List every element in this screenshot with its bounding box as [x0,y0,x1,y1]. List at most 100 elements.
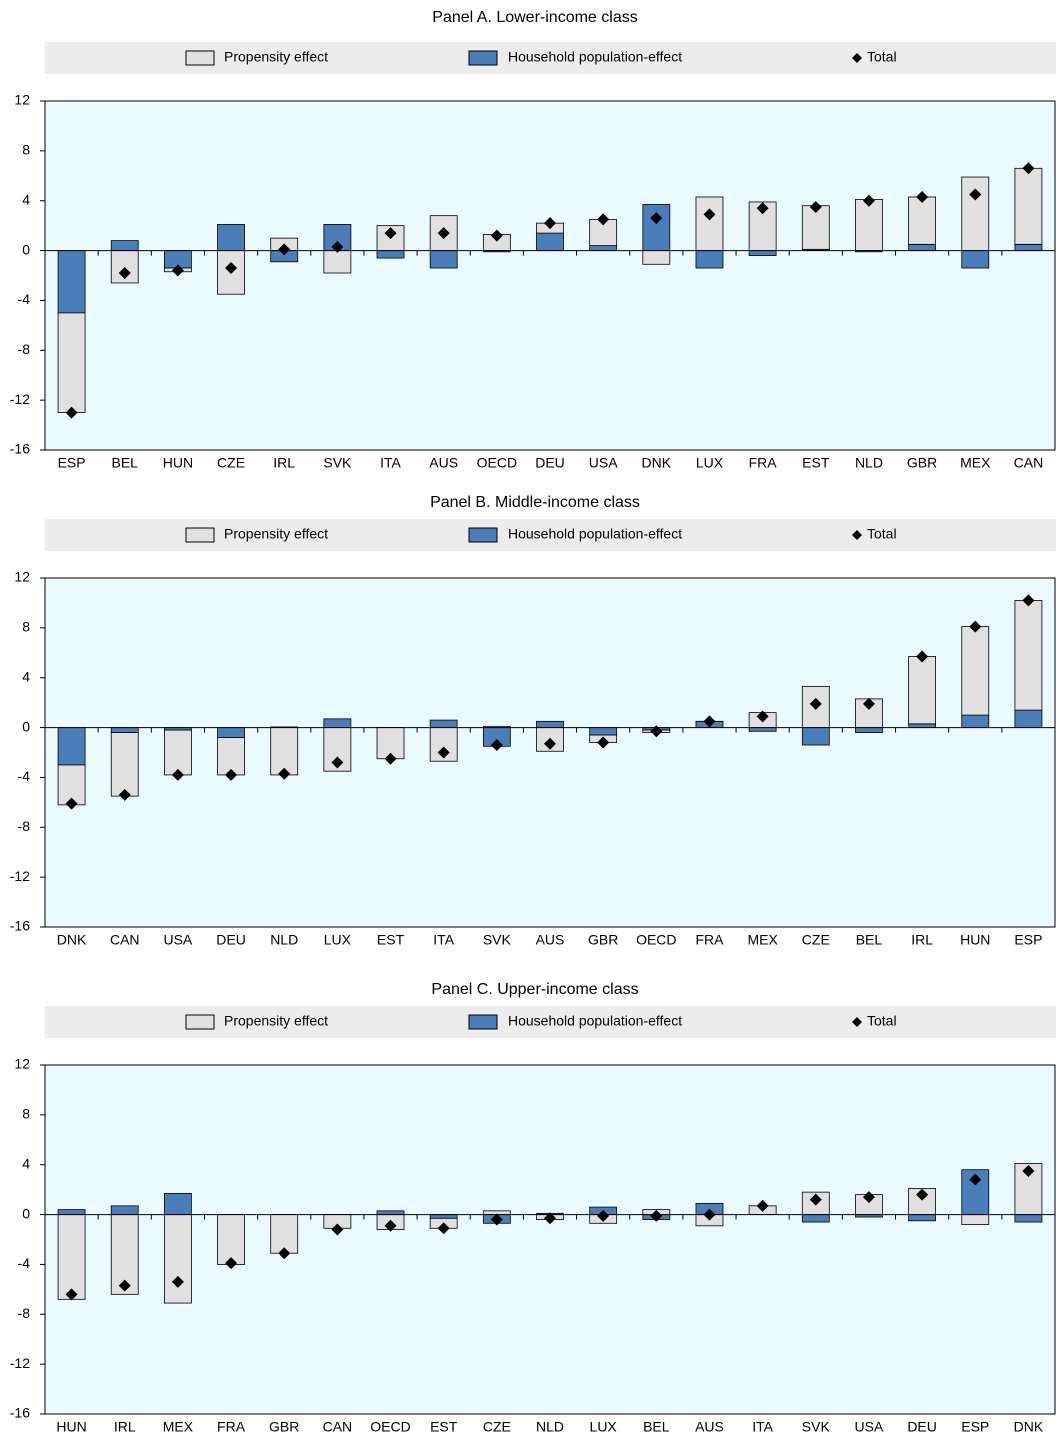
y-tick-label: 4 [22,1155,30,1171]
bar-segment [1014,600,1043,711]
total-marker [384,227,397,240]
bar-segment [748,727,777,732]
y-tick-label: -16 [10,918,30,934]
total-marker [544,1212,556,1225]
bar-segment [163,1192,192,1215]
total-marker [171,768,184,781]
x-tick-label: LUX [696,455,724,471]
bar-segment [110,240,139,251]
total-marker [384,1219,397,1232]
bar-segment [695,250,724,269]
bar-segment [536,720,564,728]
total-marker [809,697,822,710]
bar-segment [376,250,405,259]
total-marker [1022,594,1035,607]
total-marker [331,756,344,769]
legend-label: Propensity effect [224,526,328,542]
x-tick-label: SVK [483,932,512,948]
total-marker [703,715,716,728]
y-tick-label: -4 [18,1255,31,1271]
y-tick-label: -12 [10,868,30,884]
total-marker [597,1209,610,1222]
total-marker [437,1222,450,1235]
bar-segment [1014,1214,1043,1223]
legend-swatch [185,50,215,66]
x-tick-label: CAN [110,932,140,948]
total-marker [65,797,78,810]
legend-marker [852,53,862,63]
total-marker [1022,1164,1035,1177]
total-marker [118,788,131,801]
x-tick-label: AUS [429,455,458,471]
bar-segment [110,727,139,733]
bar-segment [429,1214,458,1219]
x-tick-label: AUS [536,932,565,948]
bar-segment [961,714,990,728]
legend-swatch [185,1014,215,1030]
total-marker [916,190,929,203]
bar-segment [110,1205,139,1215]
total-marker [490,229,503,242]
y-tick-label: -16 [10,1405,30,1421]
total-marker [756,202,769,215]
x-tick-label: HUN [163,455,193,471]
total-marker [703,1208,716,1221]
bar-segment [110,732,139,797]
bar-segment [376,1210,405,1215]
x-tick-label: CZE [802,932,830,948]
total-marker [756,1199,769,1212]
x-tick-label: LUX [324,932,352,948]
total-marker [171,264,184,277]
bar-segment [589,245,618,251]
total-marker [862,697,875,710]
plot-area [44,1064,1056,1415]
bar-segment [1014,243,1043,251]
x-tick-label: IRL [273,455,295,471]
total-marker [490,1213,503,1226]
bar-segment [217,1214,245,1265]
total-marker [331,240,344,253]
total-marker [650,725,663,738]
legend-swatch [468,1014,498,1030]
bar-segment [163,729,192,776]
bar-segment [57,727,86,766]
x-tick-label: USA [163,932,192,948]
total-marker [225,768,238,781]
x-tick-label: IRL [114,1419,136,1435]
total-marker [916,1188,929,1201]
x-tick-label: HUN [960,932,990,948]
legend-marker [852,1017,862,1027]
bar-segment [801,1214,830,1223]
total-marker [171,1275,184,1288]
x-tick-label: ITA [433,932,454,948]
plot-area [44,577,1056,928]
x-tick-label: NLD [536,1419,564,1435]
total-marker [544,217,556,230]
x-tick-label: DNK [1014,1419,1044,1435]
x-tick-label: MEX [960,455,991,471]
x-tick-label: MEX [163,1419,194,1435]
bar-segment [536,232,564,251]
y-tick-label: 8 [22,619,30,635]
legend-label: Household population-effect [508,526,682,542]
bar-segment [908,656,937,725]
legend-label: Total [867,1013,897,1029]
bar-segment [429,250,458,269]
bar-segment [801,727,830,746]
bar-segment [1014,709,1043,728]
y-tick-label: 4 [22,191,30,207]
total-marker [862,1191,875,1204]
x-tick-label: MEX [747,932,778,948]
x-tick-label: NLD [270,932,298,948]
legend-marker [852,530,862,540]
legend-swatch [468,50,498,66]
chart-title: Panel B. Middle-income class [430,494,640,511]
x-tick-label: FRA [695,932,724,948]
total-marker [809,1193,822,1206]
chart-title: Panel C. Upper-income class [431,981,638,998]
bar-segment [642,250,671,265]
x-tick-label: AUS [695,1419,724,1435]
x-tick-label: CAN [1014,455,1044,471]
bar-segment [961,626,990,716]
